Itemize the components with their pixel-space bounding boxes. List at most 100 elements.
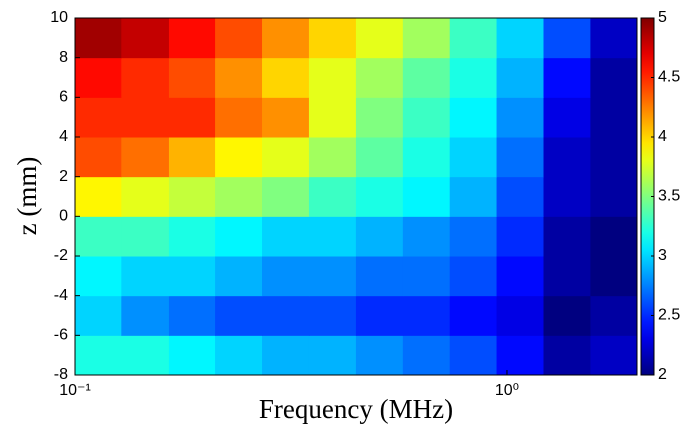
y-tick-label: -8 <box>54 366 68 383</box>
heat-cell <box>168 57 216 98</box>
heat-cell <box>75 256 122 297</box>
heat-cell <box>262 18 310 59</box>
heat-cell <box>496 137 544 178</box>
colorbar-tick-label: 2.5 <box>658 307 680 324</box>
heat-cell <box>590 137 638 178</box>
heat-cell <box>168 335 216 376</box>
heat-cell <box>215 256 263 297</box>
heat-cell <box>449 256 498 297</box>
heat-cell <box>590 216 638 257</box>
heat-cell <box>168 97 216 138</box>
heat-cell <box>75 176 122 217</box>
y-tick-label: -2 <box>54 247 68 264</box>
heat-cell <box>215 295 263 336</box>
heat-cell <box>121 97 170 138</box>
heat-cell <box>355 57 404 98</box>
heat-cell <box>308 176 357 217</box>
heat-cell <box>355 18 404 59</box>
heat-cell <box>215 176 263 217</box>
colorbar-tick-label: 2 <box>658 366 667 383</box>
heat-cell <box>121 57 170 98</box>
heat-cell <box>402 57 451 98</box>
heat-cell <box>543 137 591 178</box>
heat-cell <box>402 97 451 138</box>
y-tick-label: 10 <box>50 9 68 26</box>
heat-cell <box>449 57 498 98</box>
heat-cell <box>308 57 357 98</box>
heat-cell <box>355 295 404 336</box>
colorbar-tick-label: 4.5 <box>658 69 680 86</box>
heat-cell <box>75 137 122 178</box>
heat-cell <box>355 335 404 376</box>
heat-cell <box>75 97 122 138</box>
heat-cell <box>308 18 357 59</box>
plot-frame <box>74 17 638 376</box>
heatmap <box>75 18 638 376</box>
x-tick-label: 10⁻¹ <box>59 382 91 399</box>
heat-cell <box>168 216 216 257</box>
heat-cell <box>355 137 404 178</box>
heat-cell <box>121 18 170 59</box>
heat-cell <box>262 216 310 257</box>
heat-cell <box>121 216 170 257</box>
heat-cell <box>496 18 544 59</box>
x-axis-label: Frequency (MHz) <box>259 394 453 424</box>
heat-cell <box>75 335 122 376</box>
y-tick-label: 0 <box>59 208 68 225</box>
heat-cell <box>590 97 638 138</box>
heat-cell <box>75 295 122 336</box>
heat-cell <box>449 97 498 138</box>
heat-cell <box>449 216 498 257</box>
heat-cell <box>168 295 216 336</box>
y-tick-label: 4 <box>59 128 68 145</box>
heat-cell <box>496 295 544 336</box>
heat-cell <box>168 176 216 217</box>
heat-cell <box>402 295 451 336</box>
heat-cell <box>402 176 451 217</box>
heat-cell <box>449 335 498 376</box>
y-tick-label: -6 <box>54 327 68 344</box>
heat-cell <box>496 97 544 138</box>
colorbar-tick-label: 3.5 <box>658 188 680 205</box>
heat-cell <box>590 335 638 376</box>
colorbar-tick-label: 3 <box>658 247 667 264</box>
heat-cell <box>308 256 357 297</box>
heat-cell <box>496 335 544 376</box>
heat-cell <box>75 18 122 59</box>
heat-cell <box>308 97 357 138</box>
heat-cell <box>543 97 591 138</box>
heat-cell <box>308 295 357 336</box>
colorbar-tick-label: 4 <box>658 128 667 145</box>
heat-cell <box>543 295 591 336</box>
heat-cell <box>402 335 451 376</box>
heat-cell <box>121 335 170 376</box>
heat-cell <box>262 335 310 376</box>
heat-cell <box>496 256 544 297</box>
heat-cell <box>215 18 263 59</box>
heat-cell <box>168 18 216 59</box>
heat-cell <box>402 137 451 178</box>
heat-cell <box>262 97 310 138</box>
heat-cell <box>543 18 591 59</box>
heat-cell <box>402 256 451 297</box>
heat-cell <box>590 176 638 217</box>
heat-cell <box>121 256 170 297</box>
heat-cell <box>402 18 451 59</box>
heat-cell <box>590 57 638 98</box>
heat-cell <box>308 137 357 178</box>
heat-cell <box>543 335 591 376</box>
heat-cell <box>121 295 170 336</box>
y-tick-label: 2 <box>59 168 68 185</box>
heat-cell <box>543 57 591 98</box>
heat-cell <box>262 137 310 178</box>
heat-cell <box>496 57 544 98</box>
heat-cell <box>215 137 263 178</box>
heat-cell <box>262 256 310 297</box>
x-tick-label: 10⁰ <box>495 382 519 399</box>
heat-cell <box>449 176 498 217</box>
heat-cell <box>496 176 544 217</box>
heat-cell <box>355 176 404 217</box>
heat-cell <box>449 295 498 336</box>
y-axis-label: z (mm) <box>12 157 42 236</box>
